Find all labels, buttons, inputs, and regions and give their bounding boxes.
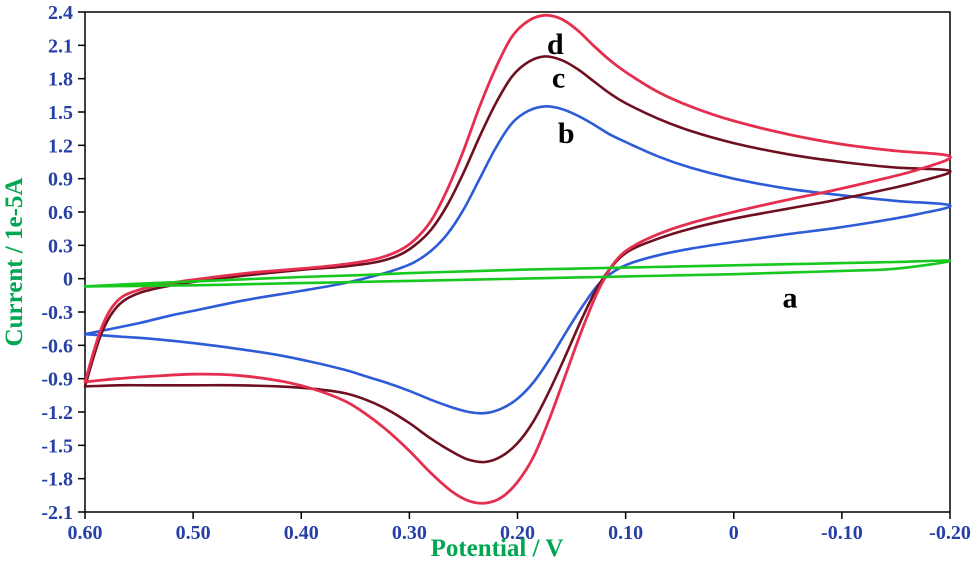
x-tick-label: 0.50: [176, 522, 211, 544]
plot-frame: [84, 11, 951, 513]
y-tick-label: 0.3: [48, 235, 73, 257]
y-tick-label: 1.8: [48, 69, 73, 91]
y-tick-label: 1.2: [48, 135, 73, 157]
y-tick-label: -1.2: [41, 402, 73, 424]
x-tick-label: 0: [729, 522, 739, 544]
x-axis-title: Potential / V: [431, 535, 564, 562]
curve-c: [83, 55, 952, 464]
x-tick-label: 0.10: [608, 522, 643, 544]
y-tick-label: -1.5: [41, 435, 73, 457]
y-tick-label: 0: [63, 269, 73, 291]
y-tick-label: 1.5: [48, 102, 73, 124]
y-tick-label: 0.6: [48, 202, 73, 224]
curve-a: [83, 259, 952, 288]
curve-d: [83, 13, 952, 505]
curve-label-b: b: [558, 117, 575, 150]
y-tick-label: -0.6: [41, 335, 73, 357]
curve-label-c: c: [552, 62, 565, 95]
y-tick-label: -0.3: [41, 302, 73, 324]
y-tick-label: -1.8: [41, 469, 73, 491]
plot-area: 0.60 0.50 0.40 0.30 0.20 0.10 0 -0.10 -0.202.42.…: [41, 2, 971, 544]
x-tick-label: -0.20: [929, 522, 971, 544]
y-axis-title: Current / 1e-5A: [1, 178, 28, 347]
x-tick-label: 0.20: [500, 522, 535, 544]
curve-label-d: d: [547, 28, 564, 61]
x-tick-label: 0.40: [284, 522, 319, 544]
y-tick-label: -0.9: [41, 369, 73, 391]
curve-label-a: a: [782, 282, 797, 315]
x-tick-label: 0.30: [392, 522, 427, 544]
curve-b: [83, 105, 952, 415]
y-tick-label: -2.1: [41, 502, 73, 524]
x-tick-label: -0.10: [821, 522, 863, 544]
y-tick-label: 2.1: [48, 35, 73, 57]
y-tick-label: 0.9: [48, 169, 73, 191]
x-tick-label: 0.60: [68, 522, 103, 544]
y-tick-label: 2.4: [48, 2, 73, 24]
